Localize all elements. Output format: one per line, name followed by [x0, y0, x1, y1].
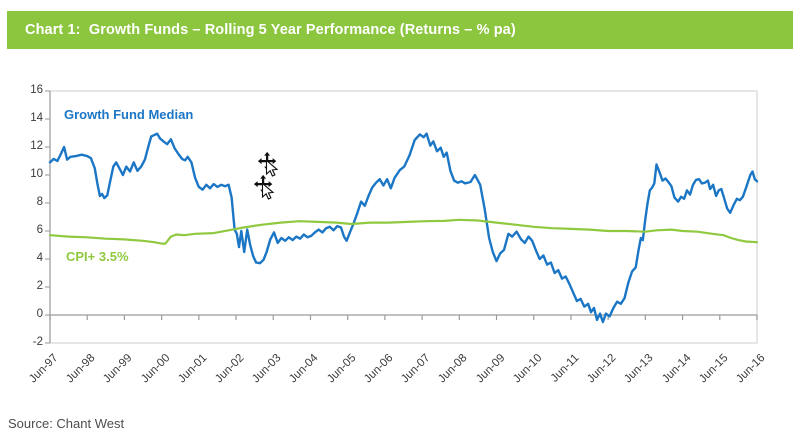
y-axis-tick-label: 4: [36, 252, 43, 264]
chart-header-bar: Chart 1: Growth Funds – Rolling 5 Year P…: [7, 11, 793, 49]
pointer-cursor-icon: [265, 159, 279, 177]
plot-border: [49, 90, 758, 344]
chart-title: Chart 1: Growth Funds – Rolling 5 Year P…: [25, 22, 516, 38]
y-axis-tick-label: 2: [36, 280, 43, 292]
plot-canvas: [45, 90, 759, 344]
y-axis-tick-label: -2: [32, 336, 43, 348]
series-line-cpi-3-5-: [48, 218, 759, 245]
y-axis-tick-label: 6: [36, 224, 43, 236]
legend-growth-fund-median: Growth Fund Median: [64, 107, 194, 122]
legend-cpi-plus-3-5: CPI+ 3.5%: [66, 249, 129, 264]
y-axis-tick-label: 12: [30, 140, 43, 152]
series-line-growth-fund-median: [48, 132, 759, 324]
y-axis-tick-label: 16: [30, 84, 43, 96]
y-axis-tick-label: 14: [30, 112, 43, 124]
cursor-artifact: [253, 151, 279, 200]
y-axis-tick-label: 8: [36, 196, 43, 208]
chart-area: Growth Fund Median CPI+ 3.5% 16 14 12 10 8 6 4…: [0, 56, 800, 406]
source-note: Source: Chant West: [8, 416, 125, 431]
y-axis-tick-label: 0: [36, 308, 43, 320]
y-axis-tick-label: 10: [30, 168, 43, 180]
pointer-cursor-icon: [261, 182, 275, 200]
